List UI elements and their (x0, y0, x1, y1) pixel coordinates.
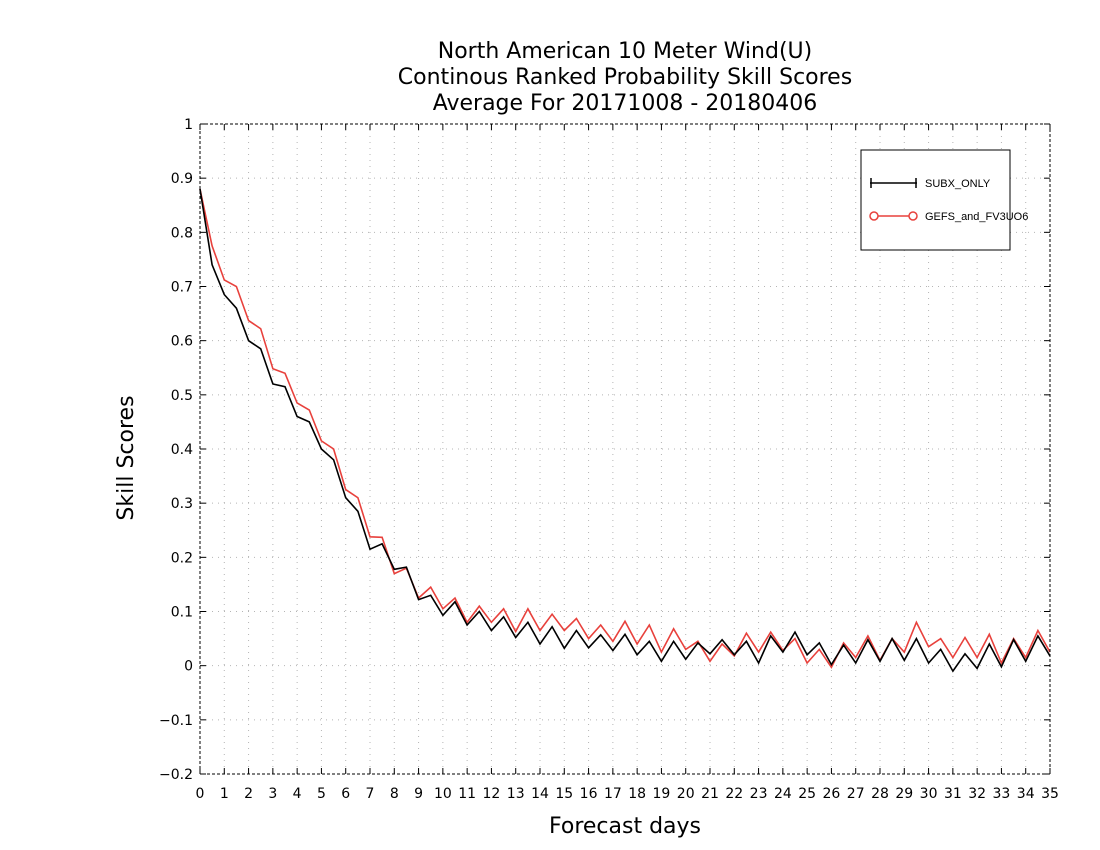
legend-box (860, 149, 1011, 251)
x-tick-label: 8 (390, 786, 399, 802)
y-tick-label: 0.6 (171, 334, 193, 350)
x-tick-label: 29 (895, 786, 913, 802)
x-tick-label: 5 (317, 786, 326, 802)
series-line-subx-only (199, 188, 1051, 673)
x-tick-label: 22 (725, 786, 743, 802)
x-tick-label: 1 (220, 786, 229, 802)
x-tick-label: 2 (244, 786, 253, 802)
x-tick-label: 7 (366, 786, 375, 802)
y-tick-label: 0.9 (171, 171, 193, 187)
y-tick-label: −0.1 (159, 713, 193, 729)
y-tick-label: 0.4 (171, 442, 193, 458)
x-tick-label: 33 (993, 786, 1011, 802)
x-tick-label: 14 (531, 786, 549, 802)
chart-title: North American 10 Meter Wind(U) Continou… (398, 39, 852, 116)
x-tick-label: 34 (1017, 786, 1035, 802)
x-tick-label: 0 (196, 786, 205, 802)
series-line-gefs-and-fv3uo6 (199, 188, 1051, 669)
y-tick-label: 0.2 (171, 550, 193, 566)
x-tick-label: 4 (293, 786, 302, 802)
axis-ticks: −0.2−0.100.10.20.30.40.50.60.70.80.910 1 2… (159, 117, 1059, 802)
x-tick-label: 35 (1041, 786, 1059, 802)
legend: SUBX_ONLY GEFS_and_FV3UO6 (860, 149, 1028, 251)
y-tick-label: 0.7 (171, 280, 193, 296)
x-tick-label: 24 (774, 786, 792, 802)
x-tick-label: 30 (920, 786, 938, 802)
series-lines (199, 188, 1051, 673)
legend-circle-icon-right (908, 211, 918, 221)
legend-circle-icon (869, 211, 879, 221)
y-tick-label: 0 (184, 659, 193, 675)
legend-label-subx: SUBX_ONLY (925, 178, 991, 190)
y-tick-label: 0.5 (171, 388, 193, 404)
y-tick-label: 0.1 (171, 605, 193, 621)
x-tick-label: 11 (458, 786, 476, 802)
x-tick-label: 9 (414, 786, 423, 802)
x-tick-label: 28 (871, 786, 889, 802)
x-tick-label: 17 (604, 786, 622, 802)
x-tick-label: 31 (944, 786, 962, 802)
x-tick-label: 21 (701, 786, 719, 802)
x-tick-label: 27 (847, 786, 865, 802)
y-tick-label: 1 (184, 117, 193, 133)
x-tick-label: 26 (823, 786, 841, 802)
title-line-3: Average For 20171008 - 20180406 (433, 91, 818, 116)
x-tick-label: 18 (628, 786, 646, 802)
legend-label-gefs: GEFS_and_FV3UO6 (925, 211, 1028, 223)
x-tick-label: 25 (798, 786, 816, 802)
x-tick-label: 3 (268, 786, 277, 802)
title-line-2: Continous Ranked Probability Skill Score… (398, 65, 852, 90)
y-tick-label: −0.2 (159, 767, 193, 783)
y-axis-label: Skill Scores (114, 395, 139, 520)
x-tick-label: 16 (580, 786, 598, 802)
x-tick-label: 13 (507, 786, 525, 802)
x-tick-label: 23 (750, 786, 768, 802)
y-tick-label: 0.3 (171, 496, 193, 512)
x-tick-label: 20 (677, 786, 695, 802)
x-tick-label: 19 (653, 786, 671, 802)
legend-entry-subx: SUBX_ONLY (870, 178, 991, 190)
x-tick-label: 15 (555, 786, 573, 802)
title-line-1: North American 10 Meter Wind(U) (438, 39, 812, 64)
x-axis-label: Forecast days (549, 814, 701, 839)
x-tick-label: 6 (341, 786, 350, 802)
x-tick-label: 10 (434, 786, 452, 802)
y-tick-label: 0.8 (171, 225, 193, 241)
x-tick-label: 12 (483, 786, 501, 802)
x-tick-label: 32 (968, 786, 986, 802)
legend-entry-gefs: GEFS_and_FV3UO6 (869, 211, 1028, 223)
